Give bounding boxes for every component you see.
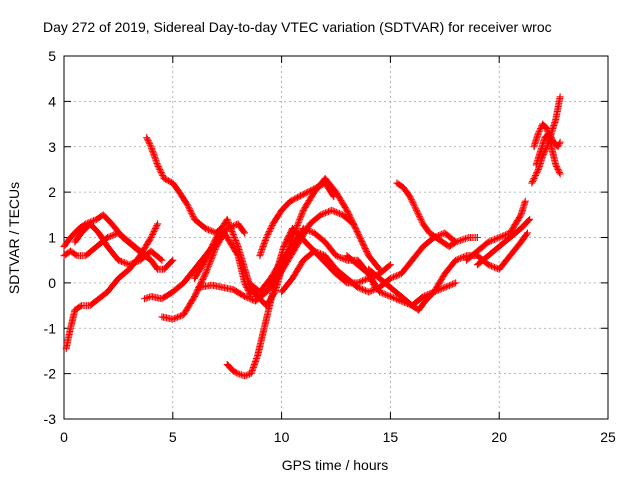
x-tick-label-2: 10 xyxy=(274,429,290,445)
x-tick-label-3: 15 xyxy=(383,429,399,445)
series-markers-3 xyxy=(71,220,166,269)
y-tick-label-2: -1 xyxy=(44,320,57,336)
series-track-7 xyxy=(158,220,249,323)
series-track-12 xyxy=(256,179,338,260)
series-markers-21 xyxy=(532,129,564,169)
series-track-19 xyxy=(473,215,534,269)
x-tick-label-5: 25 xyxy=(600,429,616,445)
series-markers-2 xyxy=(60,211,155,264)
series-markers-11 xyxy=(256,179,338,260)
y-axis-title: SDTVAR / TECUs xyxy=(6,182,22,294)
y-tick-labels: -3 -2 -1 0 1 2 3 4 5 xyxy=(44,48,57,427)
series-markers-17 xyxy=(463,197,529,264)
series-track-16 xyxy=(343,252,460,310)
series-markers-14 xyxy=(393,179,481,251)
plot-area xyxy=(60,93,564,380)
chart-title: Day 272 of 2019, Sidereal Day-to-day VTE… xyxy=(43,19,552,35)
series-track-2 xyxy=(62,220,162,353)
y-tick-label-1: -2 xyxy=(44,366,57,382)
series-markers-18 xyxy=(473,215,534,269)
x-tick-label-0: 0 xyxy=(60,429,68,445)
y-tick-label-3: 0 xyxy=(48,275,56,291)
y-tick-label-0: -3 xyxy=(44,411,57,427)
x-tick-labels: 0 5 10 15 20 25 xyxy=(60,429,616,445)
x-tick-label-1: 5 xyxy=(169,429,177,445)
x-tick-label-4: 20 xyxy=(491,429,507,445)
series-track-22 xyxy=(532,129,564,169)
axis-ticks xyxy=(63,55,609,420)
y-tick-label-6: 3 xyxy=(48,139,56,155)
series-markers-6 xyxy=(158,220,249,323)
y-tick-label-7: 4 xyxy=(48,93,56,109)
x-axis-title: GPS time / hours xyxy=(282,457,389,473)
series-markers-1 xyxy=(62,220,162,353)
series-track-3 xyxy=(60,211,155,264)
y-tick-label-8: 5 xyxy=(48,48,56,64)
grid-lines xyxy=(64,56,608,419)
series-track-15 xyxy=(393,179,481,251)
series-track-18 xyxy=(463,197,529,264)
series-track-4 xyxy=(71,220,166,269)
series-markers-15 xyxy=(343,252,460,310)
y-tick-label-4: 1 xyxy=(48,230,56,246)
y-tick-label-5: 2 xyxy=(48,184,56,200)
